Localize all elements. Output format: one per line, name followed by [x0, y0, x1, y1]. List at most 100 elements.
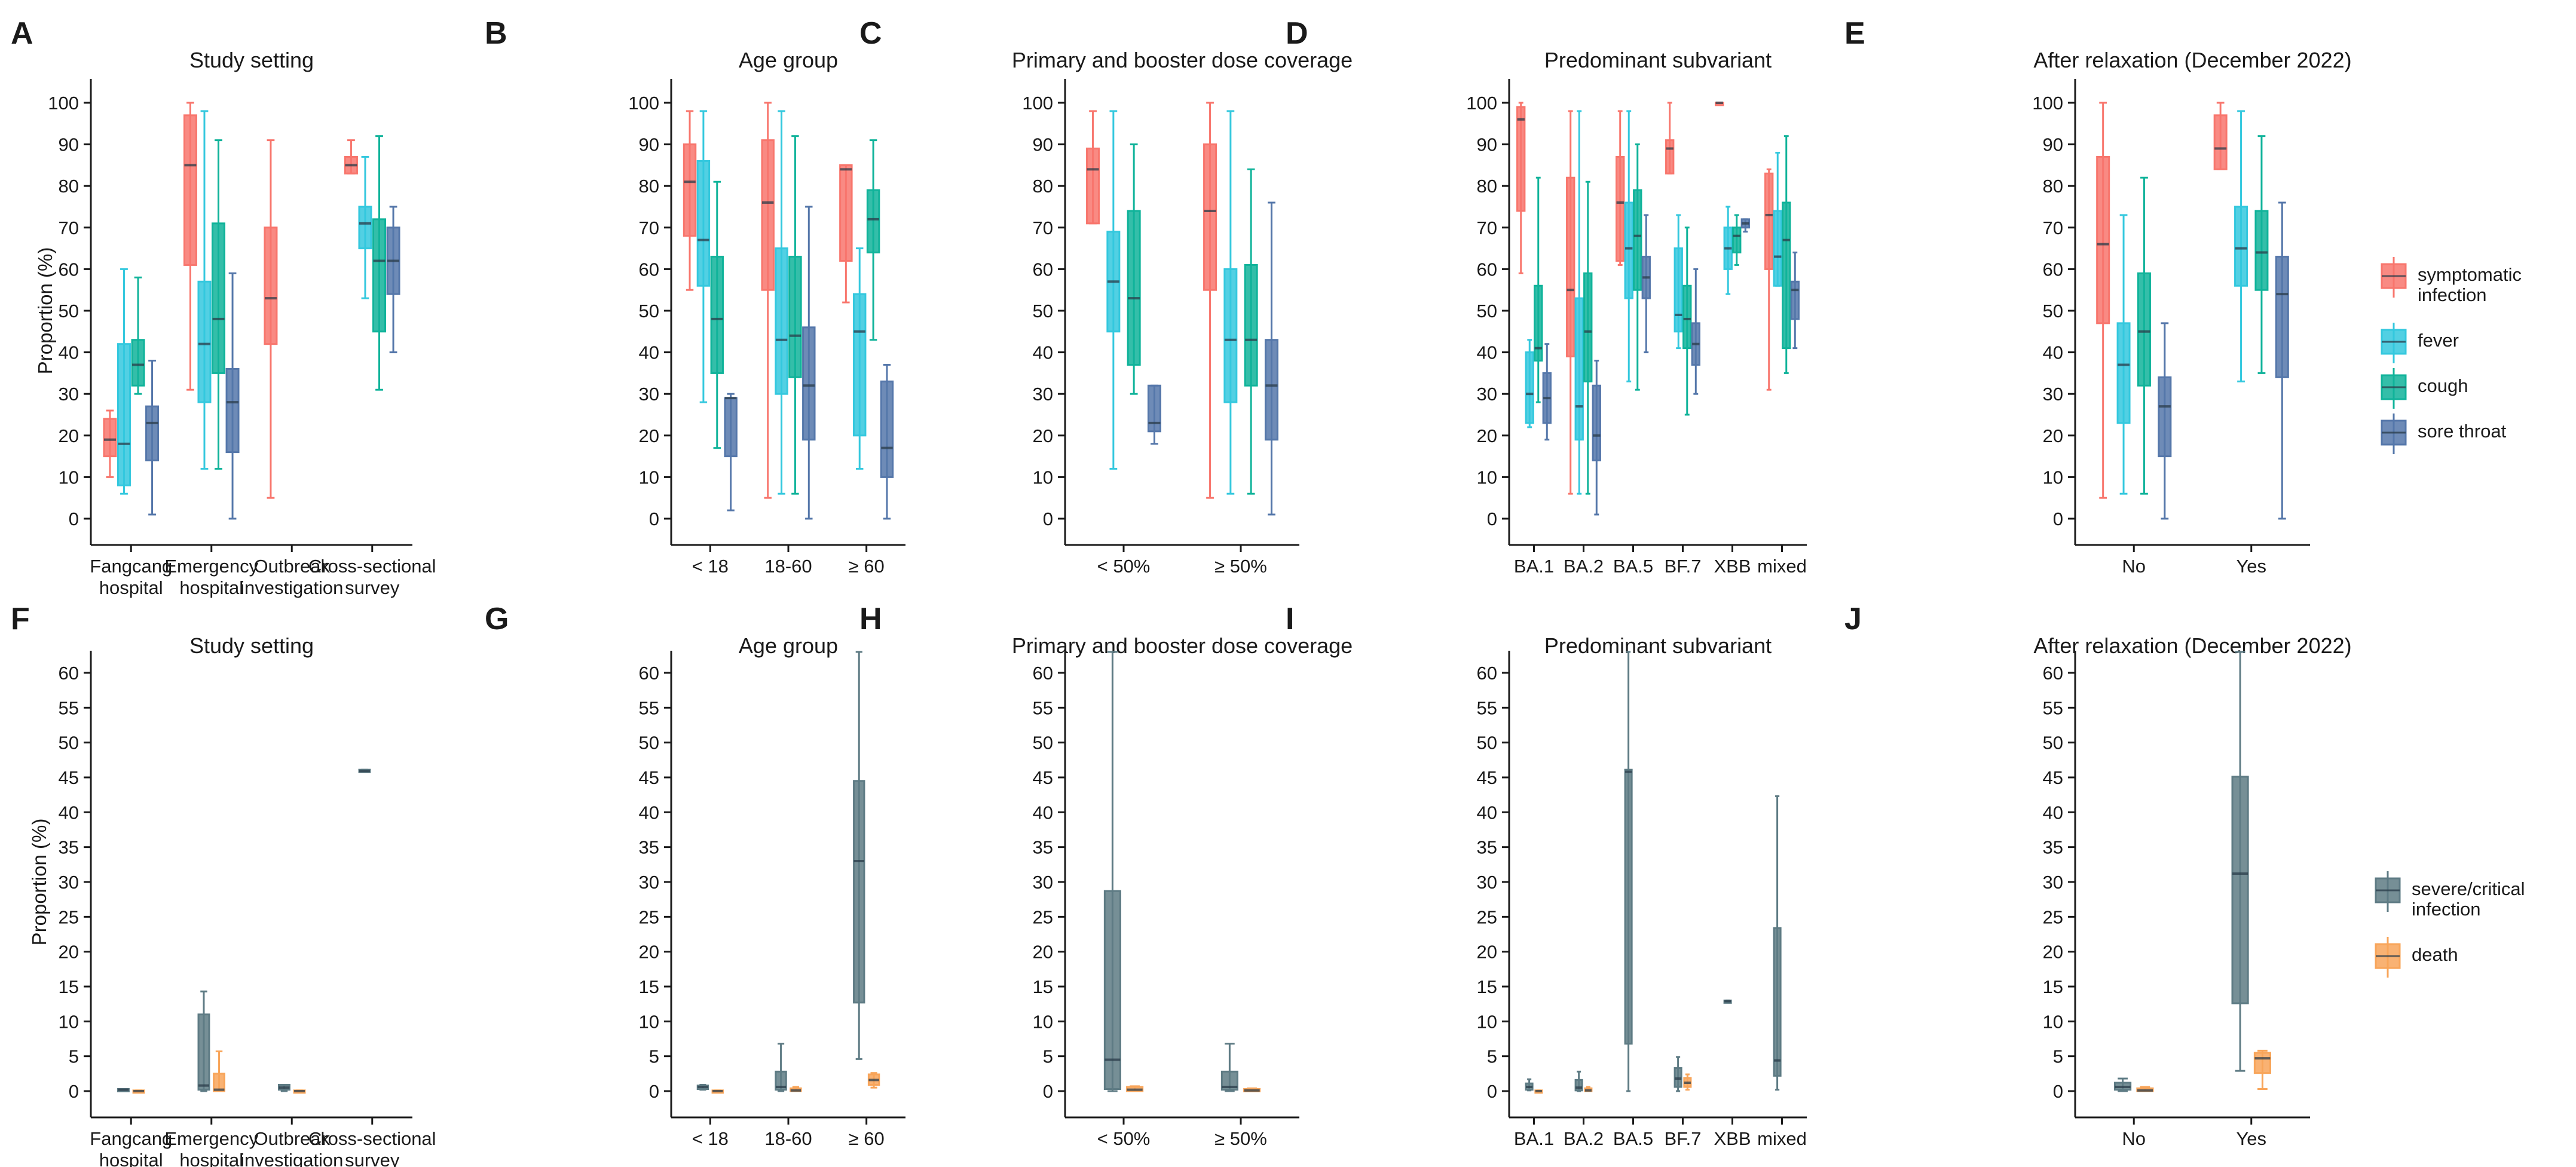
- x-tick-label-line: BF.7: [1664, 556, 1701, 577]
- x-tick-label-line: ≥ 60: [849, 556, 885, 577]
- y-tick-label: 0: [1487, 1081, 1497, 1102]
- box-symptomatic: [1764, 168, 1774, 391]
- box-severe: [696, 1084, 709, 1091]
- y-tick-label: 20: [639, 942, 659, 963]
- x-tick-label: Emergency hospital: [164, 1128, 258, 1167]
- box-symptomatic: [839, 164, 853, 304]
- box-body: [1665, 139, 1675, 174]
- box-body: [1223, 268, 1238, 403]
- y-tick-label: 15: [2043, 976, 2063, 997]
- box-body: [225, 367, 240, 454]
- y-tick-label: 50: [639, 301, 659, 321]
- box-fever: [2116, 214, 2131, 495]
- y-tick-label: 20: [639, 425, 659, 446]
- box-fever: [696, 110, 711, 403]
- box-body: [2231, 776, 2249, 1004]
- y-tick-label: 70: [59, 218, 79, 238]
- box-cough: [1732, 214, 1742, 266]
- y-tick-label: 20: [2043, 942, 2063, 963]
- y-tick-label: 10: [1033, 1011, 1053, 1032]
- box-body: [2158, 376, 2172, 458]
- box-symptomatic: [1086, 110, 1100, 225]
- y-tick-label: 60: [59, 259, 79, 280]
- box-severe: [358, 768, 371, 773]
- y-tick-label: 70: [1477, 218, 1497, 238]
- y-tick-label: 5: [69, 1046, 79, 1067]
- box-severe: [1723, 999, 1732, 1004]
- x-tick-label: XBB: [1714, 1128, 1751, 1149]
- box-body: [2254, 210, 2269, 291]
- box-cough: [1127, 143, 1141, 395]
- box-severe: [1674, 1056, 1682, 1092]
- box-body: [1674, 247, 1683, 333]
- box-fever: [1223, 110, 1238, 495]
- panel-letter: A: [11, 16, 33, 51]
- y-tick-label: 30: [2043, 872, 2063, 893]
- box-body: [1574, 1079, 1583, 1092]
- box-body: [1086, 148, 1100, 225]
- y-tick-label: 0: [649, 509, 659, 529]
- box-severe: [117, 1088, 130, 1092]
- box-cough: [2254, 135, 2269, 374]
- x-tick-label-line: BA.1: [1514, 556, 1554, 577]
- box-body: [1782, 201, 1791, 350]
- panel-title: After relaxation (December 2022): [2033, 48, 2351, 72]
- box-cough: [1682, 226, 1692, 416]
- box-body: [2253, 1052, 2271, 1074]
- panel-title: Primary and booster dose coverage: [1012, 633, 1353, 658]
- x-tick-label-line: hospital: [179, 577, 243, 598]
- x-tick-label-line: Cross-sectional: [308, 1128, 436, 1149]
- panel-e: E After relaxation (December 2022) 0 10 20 30…: [1844, 16, 2352, 577]
- box-symptomatic: [683, 110, 697, 291]
- panel-a: A Study setting 0 10 20 30 40 50 60 70 80 90 100 Fang…: [11, 16, 436, 598]
- box-body: [1616, 155, 1625, 262]
- box-body: [788, 256, 802, 378]
- y-tick-label: 20: [1033, 942, 1053, 963]
- x-tick-label-line: < 50%: [1097, 556, 1151, 577]
- y-axis-title: Proportion (%): [28, 819, 50, 946]
- box-fever: [1723, 206, 1733, 295]
- x-tick-label-line: Fangcang: [90, 556, 172, 577]
- box-fever: [197, 110, 212, 470]
- y-tick-label: 80: [1033, 176, 1053, 197]
- y-tick-label: 15: [639, 976, 659, 997]
- y-tick-label: 20: [59, 942, 79, 963]
- box-body: [696, 160, 711, 287]
- box-fever: [1106, 110, 1121, 470]
- y-tick-label: 60: [2043, 663, 2063, 684]
- panel-f: F Study setting 0 5 10 15 20 25 30 35 40 45 50 55 60 Fa…: [11, 602, 436, 1167]
- box-symptomatic: [2096, 102, 2110, 499]
- box-severe: [853, 651, 865, 1060]
- y-tick-label: 50: [59, 733, 79, 754]
- box-sore: [1790, 252, 1800, 350]
- y-tick-label: 50: [1477, 301, 1497, 321]
- x-tick-label-line: 18-60: [764, 556, 812, 577]
- box-symptomatic: [344, 139, 358, 174]
- y-tick-label: 60: [639, 259, 659, 280]
- y-tick-label: 55: [639, 697, 659, 718]
- panel-letter: G: [485, 602, 509, 636]
- legend-label: infection: [2412, 899, 2480, 920]
- x-tick-label-line: Emergency: [164, 556, 258, 577]
- y-tick-label: 35: [1477, 837, 1497, 858]
- y-tick-label: 35: [1033, 837, 1053, 858]
- x-tick-label-line: Outbreak: [253, 556, 330, 577]
- box-body: [775, 247, 788, 395]
- y-tick-label: 10: [2043, 1011, 2063, 1032]
- box-body: [212, 222, 226, 374]
- y-tick-label: 40: [59, 802, 79, 823]
- box-sore: [386, 206, 400, 354]
- box-body: [1682, 284, 1692, 350]
- panel-title: Study setting: [189, 633, 314, 658]
- y-tick-label: 45: [639, 767, 659, 788]
- y-tick-label: 60: [1477, 259, 1497, 280]
- box-severe: [1624, 651, 1633, 1092]
- box-cough: [372, 135, 387, 391]
- y-tick-label: 30: [1033, 384, 1053, 405]
- box-body: [2137, 272, 2151, 387]
- box-symptomatic: [264, 139, 278, 499]
- x-tick-label: Outbreak investigation: [240, 556, 343, 598]
- y-tick-label: 40: [2043, 802, 2063, 823]
